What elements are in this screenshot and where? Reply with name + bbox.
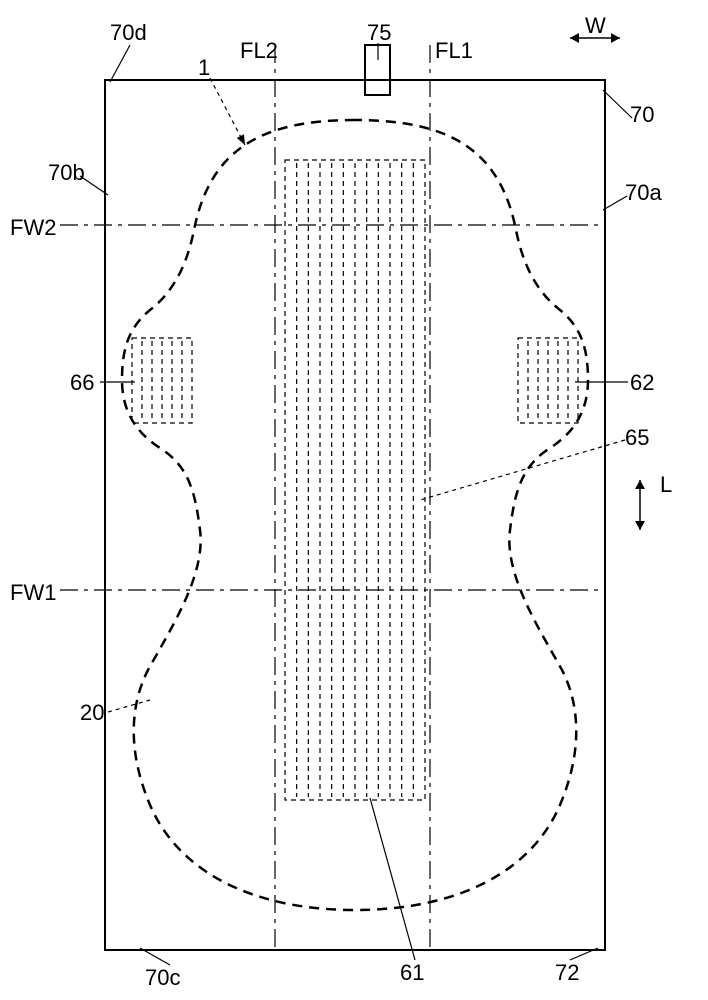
diagram-svg: [0, 0, 708, 1000]
leader-70a: [603, 196, 627, 210]
label-66: 66: [70, 370, 94, 396]
leader-70: [603, 90, 632, 118]
leader-20: [108, 700, 150, 712]
label-W: W: [585, 13, 606, 39]
label-20: 20: [80, 700, 104, 726]
leader-70d: [110, 45, 130, 82]
label-72: 72: [555, 960, 579, 986]
label-65: 65: [625, 425, 649, 451]
label-70: 70: [630, 102, 654, 128]
leader-65: [420, 440, 625, 500]
label-FW2: FW2: [10, 215, 56, 241]
leader-61: [370, 798, 415, 960]
label-70b: 70b: [48, 160, 85, 186]
l-arrow-head-down: [635, 521, 645, 530]
label-61: 61: [400, 960, 424, 986]
l-arrow-head-up: [635, 480, 645, 489]
label-70c: 70c: [145, 965, 180, 991]
label-70d: 70d: [110, 20, 147, 46]
label-FL1: FL1: [435, 38, 473, 64]
w-arrow-head-left: [570, 33, 579, 43]
leader-1: [210, 78, 245, 145]
leader-1-arrow: [237, 134, 245, 145]
w-arrow-head-right: [611, 33, 620, 43]
label-FL2: FL2: [240, 38, 278, 64]
label-70a: 70a: [625, 180, 662, 206]
label-L: L: [660, 472, 672, 498]
label-75: 75: [367, 20, 391, 46]
label-1: 1: [198, 55, 210, 81]
diagram-canvas: 1 20 61 62 65 66 70 72 75 W L FL1 FL2 70d 70a 70b FW2 FW1…: [0, 0, 708, 1000]
label-62: 62: [630, 370, 654, 396]
label-FW1: FW1: [10, 580, 56, 606]
